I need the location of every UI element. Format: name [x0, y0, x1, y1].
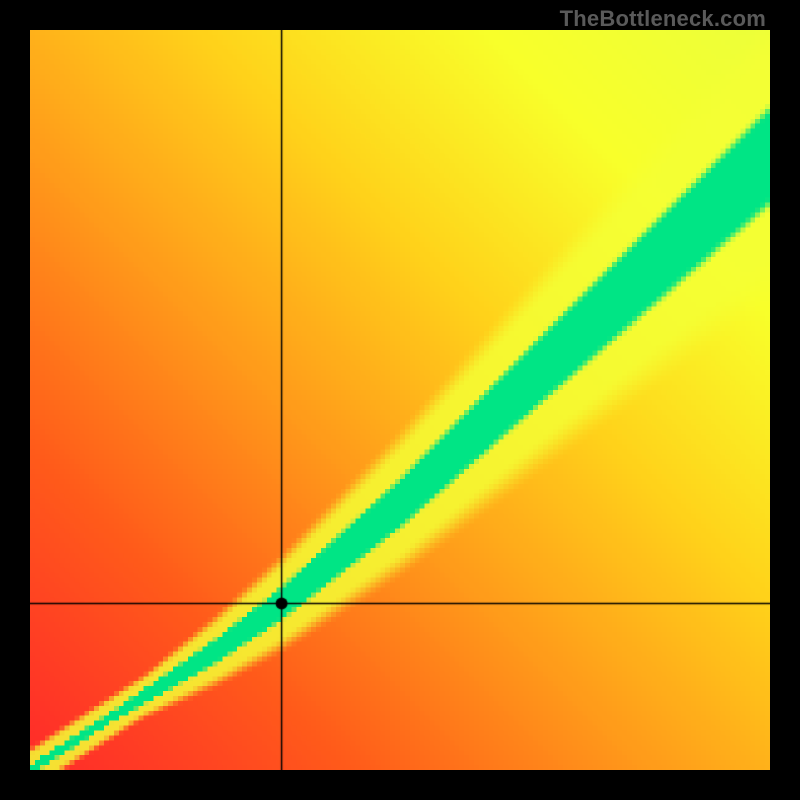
watermark-text: TheBottleneck.com	[560, 6, 766, 32]
crosshair-overlay	[30, 30, 770, 770]
